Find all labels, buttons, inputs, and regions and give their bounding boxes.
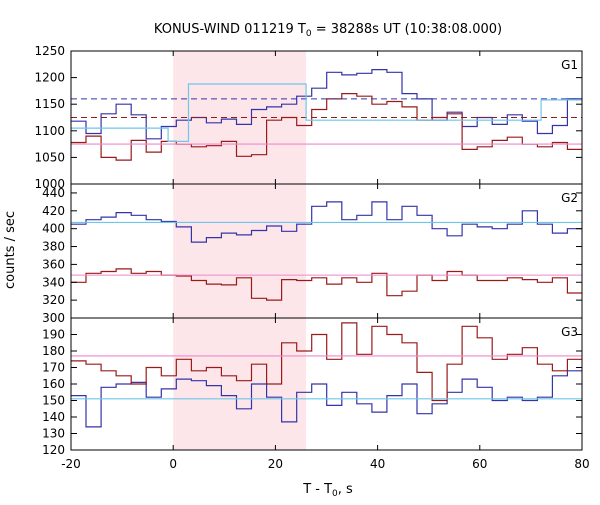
g1-background-step-line xyxy=(71,83,582,142)
g1-ytick-label: 1250 xyxy=(34,44,65,58)
x-tick-label: -20 xyxy=(61,457,81,471)
g2-ytick-label: 320 xyxy=(42,293,65,307)
g2-ytick-label: 360 xyxy=(42,257,65,271)
g3-ytick-label: 170 xyxy=(42,361,65,375)
g1-ytick-label: 1000 xyxy=(34,177,65,191)
g1-series-red xyxy=(71,93,582,161)
g1-ytick-label: 1150 xyxy=(34,97,65,111)
g2-ytick-label: 420 xyxy=(42,204,65,218)
g1-ytick-label: 1100 xyxy=(34,124,65,138)
x-tick-label: 20 xyxy=(268,457,283,471)
g3-ytick-label: 130 xyxy=(42,427,65,441)
g2-series-red xyxy=(71,268,582,301)
g2-ytick-label: 380 xyxy=(42,240,65,254)
g1-panel-label: G1 xyxy=(561,58,578,72)
g2-ytick-label: 300 xyxy=(42,311,65,325)
g3-ytick-label: 120 xyxy=(42,443,65,457)
g1-ytick-label: 1200 xyxy=(34,71,65,85)
x-tick-label: 80 xyxy=(574,457,589,471)
g1-series-blue xyxy=(71,69,582,140)
x-tick-label: 0 xyxy=(169,457,177,471)
x-tick-label: 60 xyxy=(472,457,487,471)
x-axis-label: T - T0, s xyxy=(302,482,353,499)
g2-shaded-interval xyxy=(173,184,307,318)
g2-ytick-label: 440 xyxy=(42,186,65,200)
g2-ytick-label: 340 xyxy=(42,275,65,289)
g3-series-blue xyxy=(71,370,582,428)
y-axis-label: counts / sec xyxy=(3,211,18,289)
g3-panel-label: G3 xyxy=(561,325,578,339)
g1-ytick-label: 1050 xyxy=(34,150,65,164)
x-tick-label: 40 xyxy=(370,457,385,471)
chart-title: KONUS-WIND 011219 T0 = 38288s UT (10:38:… xyxy=(154,22,502,39)
g3-ytick-label: 180 xyxy=(42,344,65,358)
g2-series-blue xyxy=(71,201,582,243)
g3-ytick-label: 190 xyxy=(42,328,65,342)
g3-shaded-interval xyxy=(173,318,307,450)
g2-ytick-label: 400 xyxy=(42,222,65,236)
g3-ytick-label: 140 xyxy=(42,410,65,424)
g3-ytick-label: 150 xyxy=(42,394,65,408)
g3-ytick-label: 160 xyxy=(42,377,65,391)
g2-panel-label: G2 xyxy=(561,191,578,205)
panels-group: 100010501100115012001250G130032034036038… xyxy=(34,44,589,471)
